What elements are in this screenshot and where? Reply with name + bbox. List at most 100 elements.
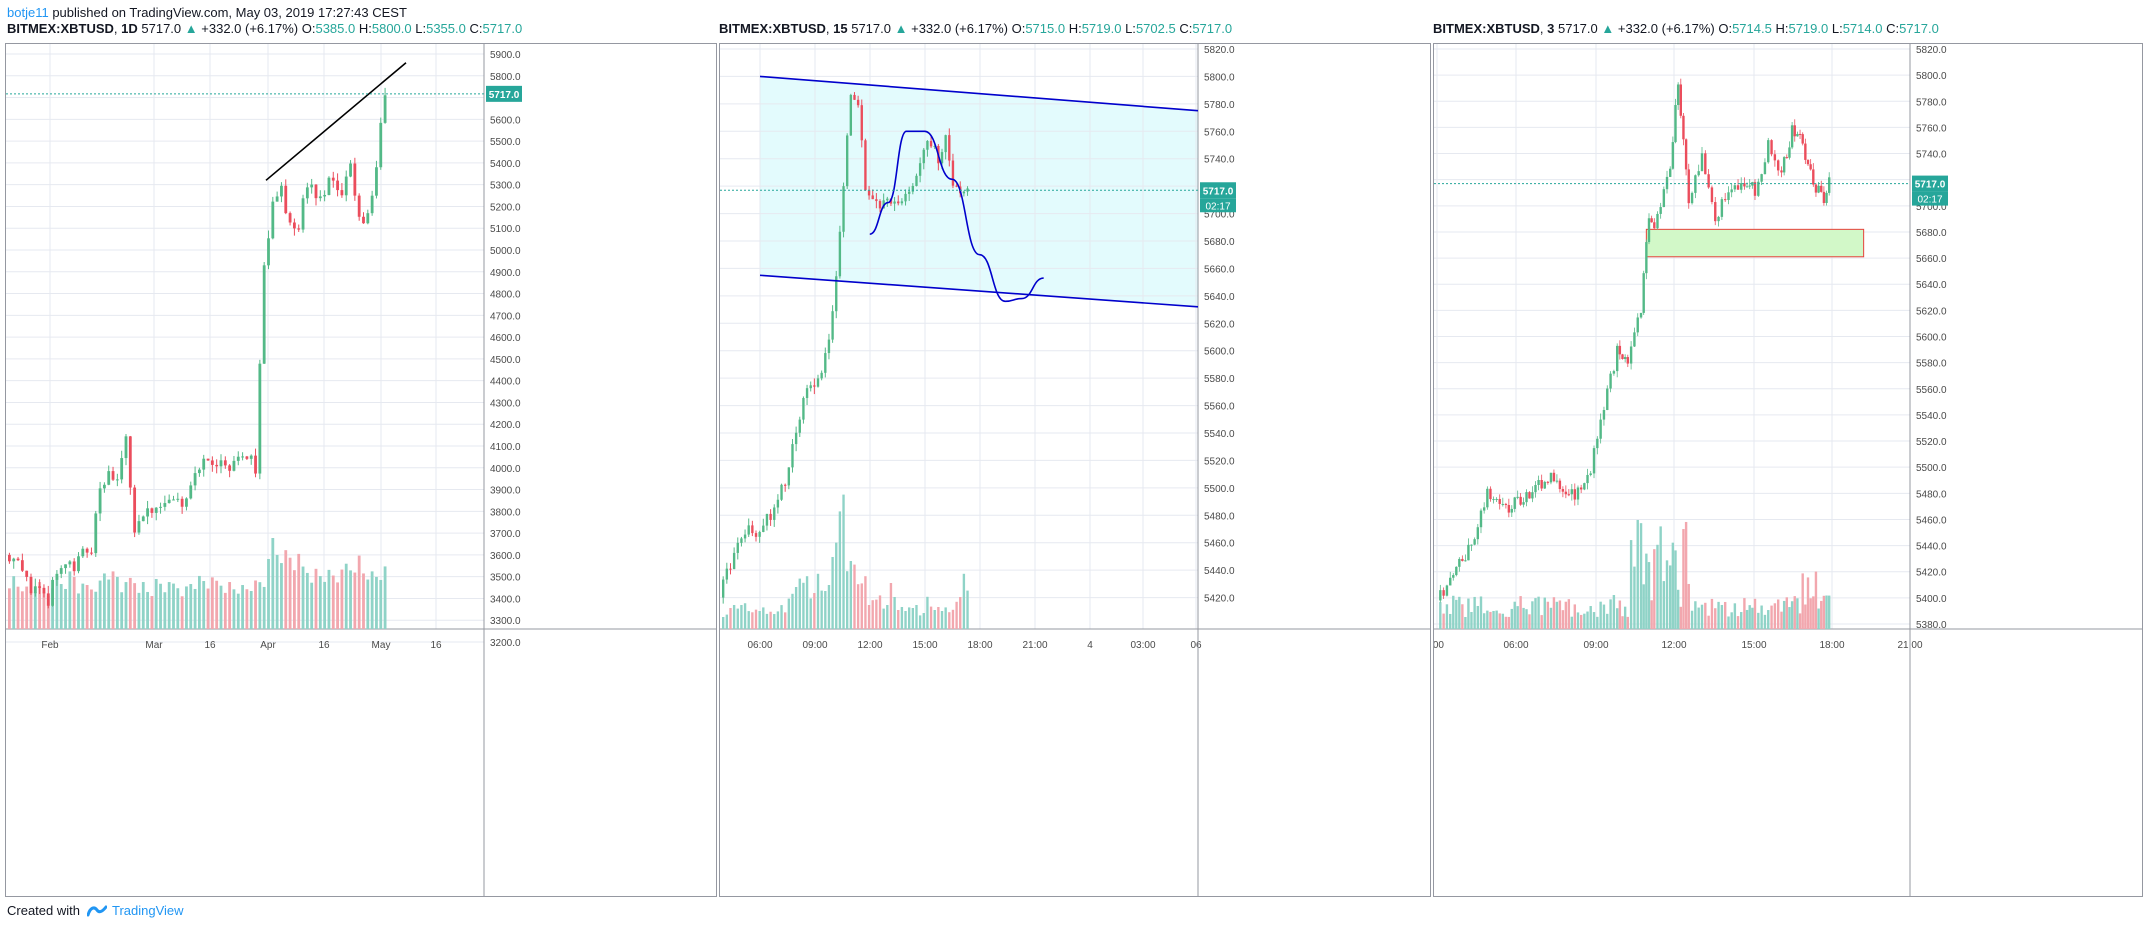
volume-bar	[215, 580, 219, 629]
candle-body	[1697, 171, 1700, 176]
volume-bar	[846, 571, 849, 629]
candle-body	[1449, 577, 1452, 586]
candle-body	[1476, 527, 1480, 540]
volume-bar	[1540, 615, 1543, 629]
candle-body	[867, 190, 871, 196]
author-link[interactable]: botje11	[7, 5, 49, 20]
volume-bar	[258, 582, 262, 629]
candle-body	[29, 576, 33, 594]
volume-bar	[349, 570, 352, 629]
volume-bar	[327, 569, 331, 629]
chart-panel-3m[interactable]: 5820.05800.05780.05760.05740.05720.05700…	[1433, 43, 2143, 897]
volume-bar	[787, 598, 791, 629]
volume-bar	[915, 605, 918, 629]
candle-body	[180, 498, 184, 507]
x-tick-label: 15:00	[1741, 640, 1766, 651]
volume-bar	[146, 591, 149, 629]
candle-body	[729, 568, 732, 570]
volume-bar	[729, 608, 732, 629]
volume-bar	[1623, 606, 1627, 629]
candle-body	[1439, 590, 1442, 601]
chart-panel-daily[interactable]: 5900.05800.05700.05600.05500.05400.05300…	[5, 43, 717, 897]
volume-bar	[293, 570, 296, 629]
candle-body	[172, 499, 175, 501]
candle-body	[1473, 539, 1476, 545]
x-tick-label: 09:00	[802, 640, 827, 651]
candle-body	[875, 199, 878, 202]
volume-bar	[1612, 595, 1616, 629]
volume-bar	[1479, 596, 1483, 629]
y-tick-label: 5500.0	[490, 137, 521, 148]
volume-bar	[853, 564, 856, 629]
volume-bar	[267, 559, 270, 629]
volume-bar	[1773, 603, 1777, 629]
last-price-label: 5717.0	[489, 90, 520, 101]
candle-body	[1464, 560, 1467, 562]
candle-body	[1467, 544, 1470, 561]
volume-bar	[1606, 613, 1609, 629]
chart1-svg[interactable]: 5900.05800.05700.05600.05500.05400.05300…	[6, 44, 716, 896]
candle-body	[284, 185, 288, 214]
candle-body	[1633, 332, 1636, 347]
candle-body	[167, 499, 171, 504]
volume-bar	[198, 575, 201, 629]
candle-body	[1461, 558, 1464, 562]
volume-bar	[886, 605, 889, 629]
volume-bar	[1470, 611, 1473, 629]
volume-bar	[383, 566, 387, 629]
volume-bar	[1760, 605, 1763, 629]
x-tick-label: 16	[318, 640, 330, 651]
volume-bar	[1626, 616, 1629, 629]
created-with-text: Created with	[7, 903, 80, 918]
chart2-svg[interactable]: 5820.05800.05780.05760.05740.05720.05700…	[720, 44, 1430, 896]
candle-body	[249, 455, 253, 459]
chart1-close: 5717.0	[482, 21, 523, 36]
volume-bar	[747, 611, 750, 629]
candle-body	[1804, 143, 1807, 160]
x-tick-label: 16	[430, 640, 442, 651]
volume-bar	[1513, 601, 1516, 629]
volume-bar	[185, 586, 188, 629]
channel-upper-line	[759, 75, 1199, 112]
volume-bar	[1516, 606, 1519, 629]
candle-body	[357, 195, 361, 217]
candle-body	[816, 378, 820, 387]
candle-body	[791, 444, 794, 468]
candle-body	[929, 140, 933, 147]
volume-bar	[1455, 599, 1458, 629]
volume-bar	[1458, 596, 1461, 629]
chart3-svg[interactable]: 5820.05800.05780.05760.05740.05720.05700…	[1434, 44, 2142, 896]
volume-bar	[154, 578, 158, 629]
volume-bar	[1788, 607, 1791, 629]
candle-body	[1733, 185, 1737, 190]
volume-bar	[228, 582, 232, 629]
candle-body	[1740, 183, 1743, 190]
candle-body	[955, 185, 958, 187]
volume-bar	[1753, 598, 1757, 629]
x-tick-label: 12:00	[1661, 640, 1686, 651]
y-tick-label: 5780.0	[1204, 100, 1235, 111]
volume-bar	[1796, 598, 1799, 629]
candle-body	[366, 213, 370, 224]
volume-bar	[962, 573, 966, 629]
candle-body	[362, 216, 365, 224]
volume-bar	[64, 588, 67, 629]
chart1-open: 5385.0	[315, 21, 356, 36]
candle-body	[1782, 157, 1786, 173]
last-price-badge	[1912, 175, 1948, 192]
candle-body	[1736, 185, 1740, 190]
candle-body	[838, 231, 842, 277]
volume-bar	[1639, 523, 1643, 629]
candle-body	[1665, 176, 1669, 190]
volume-bar	[1501, 613, 1505, 629]
volume-bar	[249, 591, 253, 629]
volume-bar	[323, 581, 327, 629]
chart1-up-icon: ▲	[184, 21, 198, 36]
volume-bar	[124, 582, 128, 629]
chart-panel-15m[interactable]: 5820.05800.05780.05760.05740.05720.05700…	[719, 43, 1431, 897]
y-tick-label: 5740.0	[1916, 150, 1947, 161]
volume-bar	[210, 577, 214, 629]
volume-bar	[1776, 599, 1780, 629]
tradingview-link[interactable]: TradingView	[112, 903, 184, 918]
candle-body	[1814, 184, 1818, 193]
